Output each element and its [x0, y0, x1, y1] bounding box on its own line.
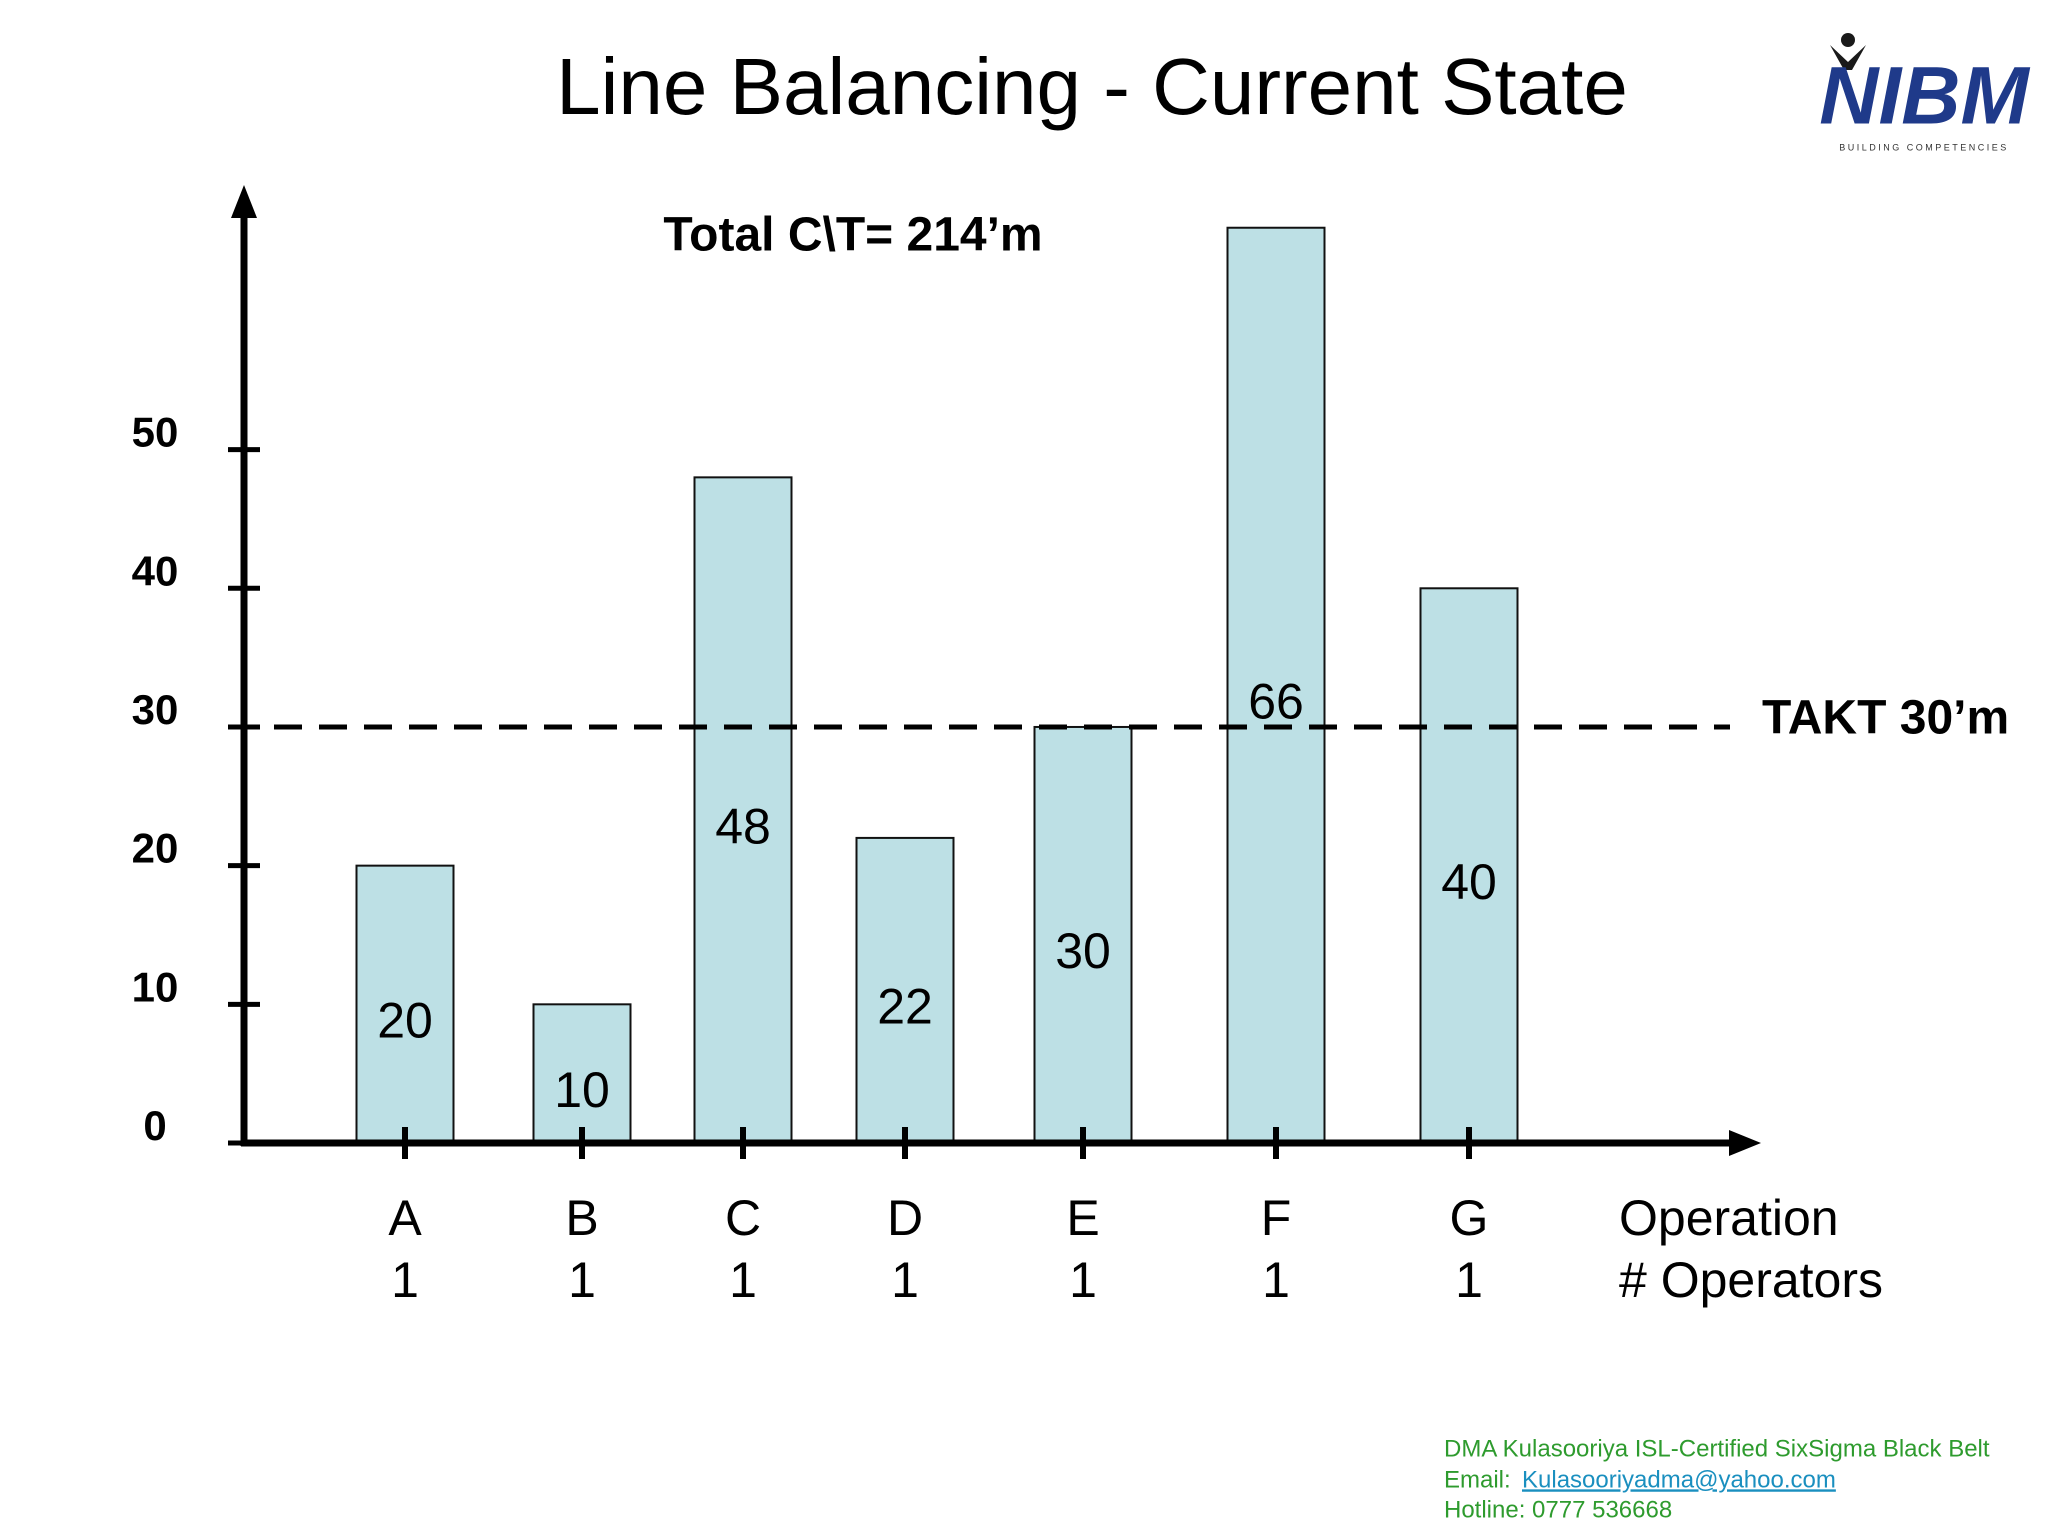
- y-tick-label: 20: [132, 825, 179, 872]
- takt-label: TAKT 30’m: [1762, 692, 2009, 745]
- y-axis-arrow: [231, 185, 257, 218]
- value-label: 22: [877, 979, 933, 1035]
- footer-email-label: Email:: [1444, 1466, 1511, 1493]
- value-label: 66: [1248, 674, 1304, 730]
- chart-title: Line Balancing - Current State: [556, 42, 1628, 131]
- operator-count: 1: [891, 1252, 919, 1308]
- operator-count: 1: [729, 1252, 757, 1308]
- footer: DMA Kulasooriya ISL-Certified SixSigma B…: [1444, 1435, 1990, 1523]
- x-tick-label: A: [388, 1190, 422, 1246]
- bar: [1033, 725, 1133, 1144]
- value-label: 10: [554, 1062, 610, 1118]
- operator-count: 1: [391, 1252, 419, 1308]
- x-tick-label: B: [565, 1190, 598, 1246]
- operators-label: # Operators: [1619, 1252, 1883, 1308]
- footer-author: DMA Kulasooriya ISL-Certified SixSigma B…: [1444, 1435, 1990, 1462]
- operator-count: 1: [1455, 1252, 1483, 1308]
- logo-tagline: BUILDING COMPETENCIES: [1839, 142, 2009, 152]
- logo: NIBM BUILDING COMPETENCIES: [1819, 33, 2030, 152]
- operator-count: 1: [1069, 1252, 1097, 1308]
- operator-count: 1: [1262, 1252, 1290, 1308]
- x-tick-label: E: [1066, 1190, 1099, 1246]
- x-axis-arrow: [1729, 1130, 1761, 1156]
- logo-name: NIBM: [1819, 51, 2030, 142]
- bar: [532, 1003, 632, 1145]
- x-axis-label: Operation: [1619, 1190, 1839, 1246]
- bar: [1419, 587, 1519, 1144]
- bar: [693, 476, 793, 1144]
- value-label: 48: [715, 798, 771, 854]
- x-tick-label: F: [1261, 1190, 1292, 1246]
- y-tick-label: 50: [132, 409, 179, 456]
- value-label: 30: [1055, 923, 1111, 979]
- footer-hotline: Hotline: 0777 536668: [1444, 1496, 1672, 1523]
- x-tick-label: C: [725, 1190, 761, 1246]
- y-tick-label: 30: [132, 686, 179, 733]
- y-tick-label: 10: [132, 963, 179, 1010]
- bar: [855, 836, 955, 1144]
- x-tick-label: D: [887, 1190, 923, 1246]
- x-tick-label: G: [1450, 1190, 1489, 1246]
- value-label: 40: [1441, 854, 1497, 910]
- footer-email[interactable]: Kulasooriyadma@yahoo.com: [1522, 1466, 1836, 1493]
- value-label: 20: [377, 993, 433, 1049]
- operator-count: 1: [568, 1252, 596, 1308]
- logo-icon-body: [1830, 45, 1866, 70]
- logo-icon-head: [1841, 33, 1855, 47]
- total-annotation: Total C\T= 214’m: [663, 209, 1042, 262]
- y-tick-label: 40: [132, 547, 179, 594]
- bar: [1226, 226, 1326, 1144]
- y-tick-label: 0: [143, 1102, 166, 1149]
